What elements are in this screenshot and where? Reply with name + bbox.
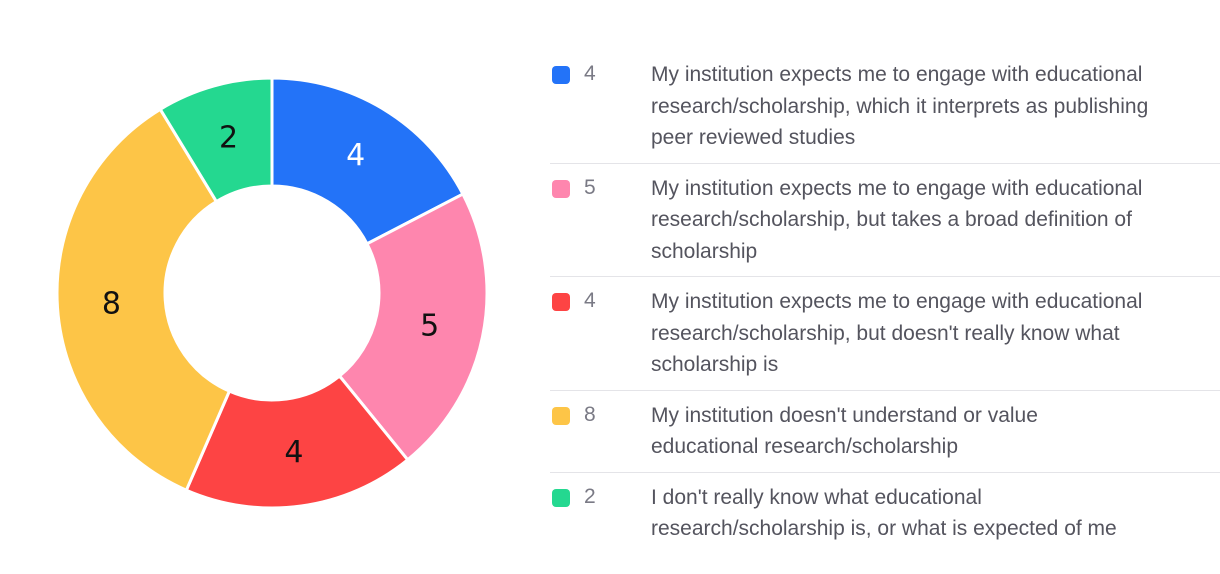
legend-value: 4 xyxy=(584,289,596,312)
legend-swatch xyxy=(552,488,570,507)
donut-slice[interactable] xyxy=(270,76,465,246)
legend-label: My institution expects me to engage with… xyxy=(651,176,1143,263)
legend-value: 8 xyxy=(584,402,596,426)
legend-swatch xyxy=(552,293,570,311)
legend-item[interactable]: 4 My institution expects me to engage wit… xyxy=(550,277,1220,391)
donut-slice[interactable] xyxy=(55,107,231,492)
legend-item[interactable]: 4 My institution expects me to engage wit… xyxy=(550,50,1220,164)
donut-slices xyxy=(55,76,489,510)
legend-swatch xyxy=(552,179,570,198)
slice-value-label: 5 xyxy=(420,308,439,343)
donut-chart: 4 5 4 8 2 xyxy=(55,76,489,510)
slice-value-label: 2 xyxy=(219,120,238,155)
slice-value-label: 4 xyxy=(346,138,365,173)
legend-label: My institution expects me to engage with… xyxy=(651,290,1143,376)
legend: 4 My institution expects me to engage wit… xyxy=(550,50,1220,554)
donut-slice[interactable] xyxy=(338,192,489,462)
legend-item[interactable]: 8 My institution doesn't understand or va… xyxy=(550,391,1220,473)
donut-slice[interactable] xyxy=(158,76,274,204)
legend-value: 4 xyxy=(584,62,596,85)
donut-slice[interactable] xyxy=(184,374,410,510)
donut-slice-labels: 4 5 4 8 2 xyxy=(102,120,439,470)
legend-label: My institution expects me to engage with… xyxy=(651,63,1149,149)
legend-label: My institution doesn't understand or val… xyxy=(651,403,1038,459)
legend-label: I don't really know what educational res… xyxy=(651,485,1117,541)
legend-value: 5 xyxy=(584,175,596,199)
legend-item[interactable]: 5 My institution expects me to engage wit… xyxy=(550,164,1220,277)
legend-item[interactable]: 2 I don't really know what educational re… xyxy=(550,473,1220,554)
legend-value: 2 xyxy=(584,484,596,508)
slice-value-label: 8 xyxy=(102,286,121,321)
legend-swatch xyxy=(552,406,570,425)
legend-swatch xyxy=(552,66,570,84)
slice-value-label: 4 xyxy=(284,435,303,470)
